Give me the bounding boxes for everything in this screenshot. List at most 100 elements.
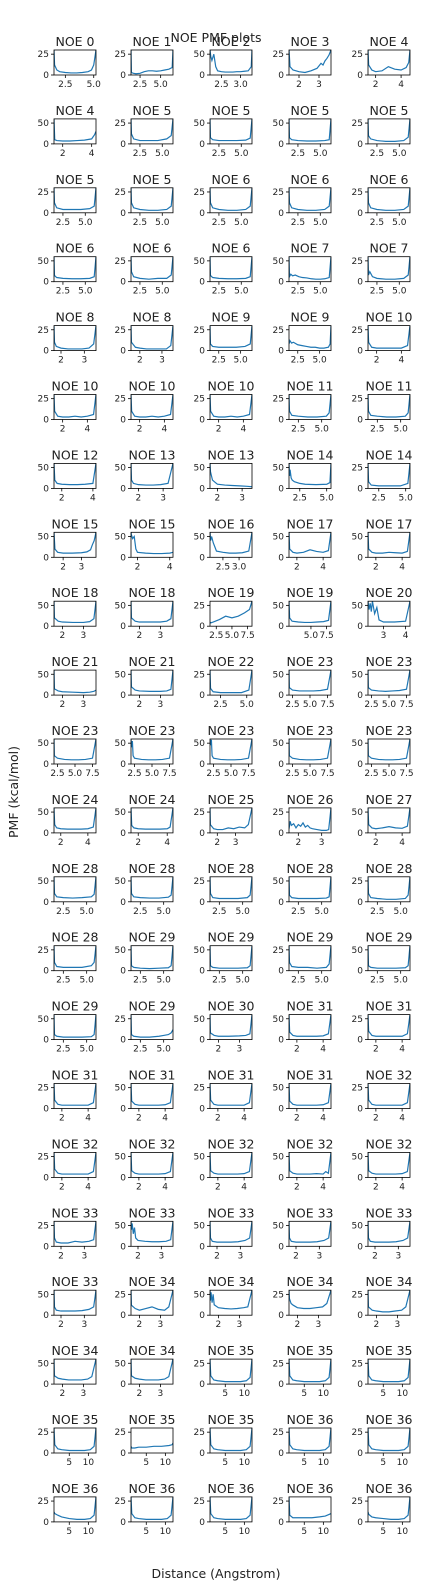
axes-frame — [209, 669, 253, 696]
pmf-line — [210, 1359, 252, 1383]
y-tick-label: 0 — [43, 140, 49, 150]
y-tick-label: 0 — [357, 553, 363, 563]
x-tick-label: 5.0 — [157, 976, 172, 986]
axes-frame — [53, 876, 97, 903]
subplot-title: NOE 28 — [208, 861, 255, 876]
pmf-line — [131, 463, 173, 486]
y-tick-label: 50 — [352, 1153, 364, 1163]
y-tick-label: 50 — [38, 739, 50, 749]
axes-frame — [288, 462, 332, 489]
y-tick-label: 0 — [357, 209, 363, 219]
subplot-title: NOE 29 — [287, 930, 334, 945]
y-tick-label: 0 — [120, 1380, 126, 1390]
y-tick-label: 0 — [278, 1105, 284, 1115]
y-tick-label: 0 — [43, 760, 49, 770]
x-tick-label: 4 — [320, 562, 326, 572]
x-tick-label: 5.0 — [234, 149, 249, 159]
subplot-title: NOE 22 — [208, 654, 255, 669]
x-tick-label: 2.5 — [291, 425, 305, 435]
subplot-panel: NOE 23 0 50 2.5 5.0 7.5 — [352, 654, 414, 710]
pmf-line — [289, 739, 331, 761]
y-tick-label: 25 — [273, 1497, 284, 1507]
axes-frame — [53, 1014, 97, 1040]
y-tick-label: 0 — [199, 1311, 205, 1321]
subplot-panel: NOE 17 0 50 2 4 — [352, 516, 413, 572]
y-tick-label: 50 — [273, 257, 285, 267]
x-tick-label: 2.5 — [133, 1045, 147, 1055]
subplot-panel: NOE 34 0 25 2 3 — [352, 1274, 413, 1330]
x-tick-label: 4 — [84, 425, 90, 435]
subplot-title: NOE 13 — [129, 447, 176, 462]
x-tick-label: 3 — [237, 1045, 243, 1055]
x-tick-label: 2.5 — [133, 287, 147, 297]
y-tick-label: 25 — [352, 464, 363, 474]
y-tick-label: 0 — [278, 691, 284, 701]
y-tick-label: 25 — [194, 188, 205, 198]
y-tick-label: 0 — [357, 760, 363, 770]
x-tick-label: 5.0 — [382, 700, 397, 710]
x-tick-label: 2 — [137, 356, 143, 366]
subplot-panel: NOE 11 0 25 2.5 5.0 — [273, 379, 334, 435]
subplot-panel: NOE 19 0 25 2.5 5.0 7.5 — [194, 585, 255, 641]
pmf-line — [131, 1359, 173, 1381]
subplot-title: NOE 5 — [55, 172, 94, 187]
subplot-panel: NOE 33 0 50 2 3 — [194, 1205, 255, 1261]
x-tick-label: 2.5 — [285, 769, 299, 779]
subplot-panel: NOE 28 0 50 2.5 5.0 — [273, 861, 334, 917]
subplot-panel: NOE 34 0 50 2 3 — [38, 1343, 99, 1399]
x-tick-label: 5.0 — [315, 425, 330, 435]
y-tick-label: 25 — [115, 50, 126, 60]
x-tick-label: 5 — [380, 1458, 386, 1468]
x-tick-label: 2 — [137, 425, 143, 435]
subplot-title: NOE 31 — [287, 1068, 334, 1083]
y-tick-label: 50 — [115, 1221, 127, 1231]
subplot-panel: NOE 29 0 50 2.5 5.0 — [194, 930, 255, 986]
axes-frame — [209, 1220, 253, 1247]
x-tick-label: 2.5 — [293, 493, 307, 503]
pmf-line — [210, 1014, 252, 1037]
x-tick-label: 10 — [318, 1527, 330, 1537]
subplot-title: NOE 26 — [287, 792, 334, 807]
x-tick-label: 5.0 — [234, 218, 249, 228]
y-tick-label: 25 — [273, 946, 284, 956]
axes-frame — [288, 1289, 332, 1316]
pmf-line — [289, 1290, 331, 1310]
axes-frame — [288, 49, 332, 76]
axes-frame — [130, 669, 174, 696]
subplot-panel: NOE 15 0 50 2 3 — [38, 516, 99, 572]
y-tick-label: 0 — [199, 416, 205, 426]
x-tick-label: 2 — [215, 1182, 221, 1192]
x-tick-label: 5.0 — [394, 976, 409, 986]
subplot-panel: NOE 36 0 25 5 10 — [194, 1481, 255, 1537]
y-tick-label: 0 — [357, 416, 363, 426]
y-tick-label: 25 — [38, 1084, 49, 1094]
x-tick-label: 5.0 — [80, 1045, 95, 1055]
y-tick-label: 0 — [43, 278, 49, 288]
pmf-line — [210, 601, 252, 624]
y-tick-label: 25 — [352, 1497, 363, 1507]
x-tick-label: 3 — [239, 493, 245, 503]
x-tick-label: 3 — [316, 80, 322, 90]
axes-frame — [53, 807, 97, 834]
subplot-panel: NOE 3 0 25 2 3 — [273, 34, 332, 90]
y-tick-label: 0 — [120, 347, 126, 357]
subplot-panel: NOE 31 0 25 2 4 — [194, 1068, 255, 1124]
y-tick-label: 50 — [115, 808, 127, 818]
axes-frame — [367, 1289, 411, 1316]
subplot-title: NOE 34 — [366, 1274, 413, 1289]
x-tick-label: 10 — [318, 1389, 330, 1399]
subplot-title: NOE 9 — [290, 310, 329, 325]
x-tick-label: 7.5 — [399, 769, 413, 779]
subplot-panel: NOE 23 0 50 2.5 5.0 7.5 — [352, 723, 414, 779]
x-tick-label: 2 — [60, 562, 66, 572]
x-tick-label: 4 — [90, 493, 96, 503]
y-tick-label: 0 — [357, 829, 363, 839]
x-tick-label: 2 — [59, 1182, 65, 1192]
y-tick-label: 0 — [278, 967, 284, 977]
y-tick-label: 0 — [357, 1380, 363, 1390]
subplot-panel: NOE 36 0 25 5 10 — [38, 1481, 99, 1537]
x-tick-label: 4 — [403, 631, 409, 641]
x-tick-label: 10 — [160, 1527, 172, 1537]
axes-frame — [130, 1358, 174, 1385]
x-tick-label: 10 — [318, 1458, 330, 1468]
